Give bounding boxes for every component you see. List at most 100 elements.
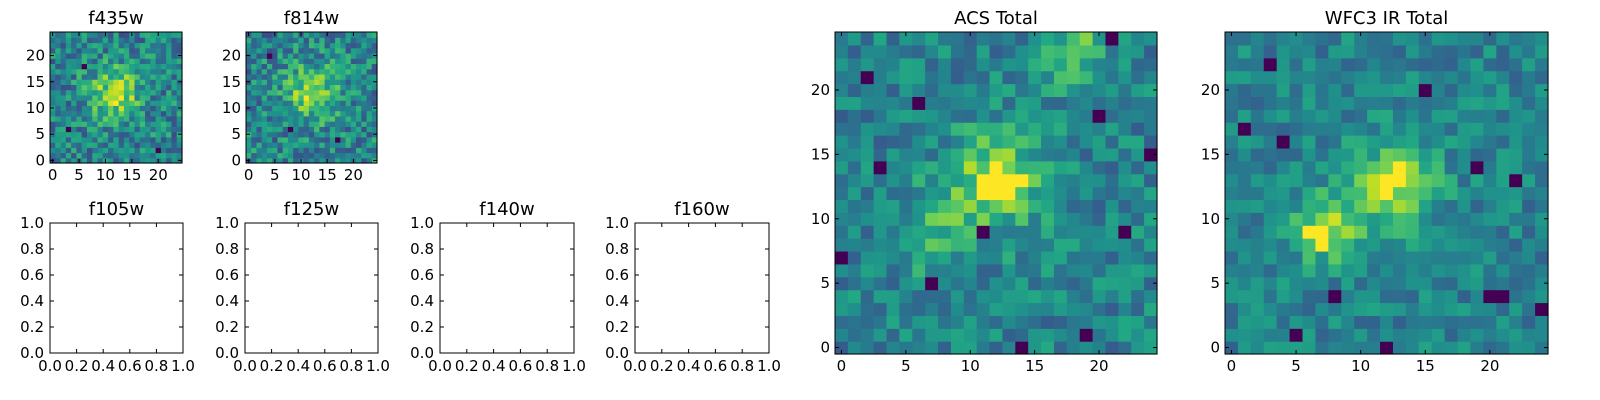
heatmap-cell-f814w [256, 52, 263, 59]
heatmap-cell-acs-total [950, 302, 965, 316]
ytick-label-f814w: 0 [231, 151, 241, 169]
heatmap-cell-wfc3-ir-total [1522, 135, 1536, 149]
heatmap-cell-wfc3-ir-total [1276, 173, 1291, 188]
heatmap-cell-f435w [113, 52, 120, 59]
heatmap-cell-acs-total [989, 302, 1004, 316]
heatmap-cell-f435w [55, 131, 62, 138]
heatmap-cell-wfc3-ir-total [1535, 160, 1549, 175]
heatmap-cell-wfc3-ir-total [1263, 173, 1278, 188]
heatmap-cell-acs-total [1066, 302, 1081, 316]
heatmap-cell-f814w [324, 68, 331, 75]
title-f160w: f160w [674, 199, 729, 220]
heatmap-cell-wfc3-ir-total [1535, 109, 1549, 123]
heatmap-cell-wfc3-ir-total [1392, 276, 1407, 291]
heatmap-cell-f435w [108, 110, 114, 117]
heatmap-cell-f435w [65, 157, 72, 164]
heatmap-cell-f814w [335, 89, 341, 96]
heatmap-cell-wfc3-ir-total [1328, 341, 1342, 355]
heatmap-cell-f435w [108, 142, 114, 148]
heatmap-cell-f435w [71, 63, 77, 70]
heatmap-cell-f435w [118, 94, 125, 101]
heatmap-cell-wfc3-ir-total [1315, 96, 1329, 110]
heatmap-cell-wfc3-ir-total [1354, 199, 1368, 213]
heatmap-cell-f435w [60, 89, 67, 96]
heatmap-cell-f814w [340, 147, 347, 154]
heatmap-cell-f435w [55, 58, 62, 65]
heatmap-cell-f435w [65, 115, 72, 122]
heatmap-cell-f435w [81, 157, 88, 164]
xticks-acs-total: 0 5 10 15 20 [837, 32, 1109, 375]
heatmap-cell-f814w [287, 58, 294, 65]
heatmap-cell-acs-total [912, 289, 926, 304]
heatmap-cell-wfc3-ir-total [1431, 147, 1446, 162]
ytick-label-f140w: 0.0 [410, 344, 434, 362]
heatmap-cell-wfc3-ir-total [1535, 212, 1549, 226]
heatmap-cell-f814w [246, 84, 252, 91]
heatmap-cell-acs-total [1118, 199, 1132, 213]
heatmap-cell-f814w [266, 147, 273, 154]
heatmap-cell-f814w [340, 37, 347, 44]
heatmap-cell-wfc3-ir-total [1470, 160, 1484, 175]
heatmap-cell-f435w [113, 79, 120, 85]
heatmap-cell-f814w [371, 100, 378, 106]
heatmap-cell-f814w [356, 52, 362, 59]
heatmap-cell-f435w [113, 121, 120, 127]
heatmap-cell-wfc3-ir-total [1354, 263, 1368, 278]
heatmap-cell-wfc3-ir-total [1276, 341, 1291, 355]
heatmap-cell-acs-total [1015, 44, 1029, 59]
heatmap-cell-f435w [150, 42, 157, 49]
heatmap-cell-wfc3-ir-total [1457, 250, 1472, 265]
heatmap-cell-f814w [356, 115, 362, 122]
heatmap-cell-acs-total [886, 32, 900, 46]
heatmap-cell-wfc3-ir-total [1380, 250, 1394, 265]
heatmap-cell-wfc3-ir-total [1522, 289, 1536, 304]
title-f435w: f435w [88, 8, 143, 29]
heatmap-cell-acs-total [950, 135, 965, 149]
heatmap-cell-wfc3-ir-total [1470, 199, 1484, 213]
heatmap-cell-wfc3-ir-total [1341, 186, 1355, 201]
ytick-label-f105w: 0.8 [20, 240, 44, 258]
heatmap-cell-wfc3-ir-total [1367, 160, 1381, 175]
heatmap-cell-f435w [155, 100, 162, 106]
heatmap-cell-f435w [166, 52, 173, 59]
heatmap-cell-f814w [282, 142, 289, 148]
xtick-label-f435w: 0 [48, 166, 58, 184]
heatmap-cell-f814w [282, 84, 289, 91]
heatmap-cell-acs-total [886, 147, 900, 162]
axes-frame-f125w [244, 222, 379, 354]
heatmap-cell-f435w [102, 94, 109, 101]
heatmap-cell-acs-total [886, 135, 900, 149]
heatmap-cell-f435w [129, 131, 136, 138]
heatmap-cell-acs-total [1053, 315, 1068, 329]
heatmap-cell-wfc3-ir-total [1444, 160, 1459, 175]
heatmap-cell-wfc3-ir-total [1302, 276, 1317, 291]
heatmap-cell-wfc3-ir-total [1225, 44, 1239, 59]
heatmap-cell-f814w [287, 32, 294, 38]
heatmap-cell-acs-total [1053, 289, 1068, 304]
heatmap-cell-acs-total [963, 147, 978, 162]
heatmap-cell-wfc3-ir-total [1509, 250, 1523, 265]
heatmap-cell-wfc3-ir-total [1392, 238, 1407, 252]
heatmap-cell-f435w [129, 142, 136, 148]
heatmap-cell-acs-total [938, 341, 952, 355]
heatmap-cell-f814w [277, 136, 284, 143]
heatmap-cell-wfc3-ir-total [1522, 109, 1536, 123]
heatmap-cell-f435w [60, 147, 67, 154]
heatmap-cell-f435w [50, 73, 56, 80]
heatmap-cell-f435w [160, 100, 167, 106]
heatmap-cell-acs-total [1002, 96, 1016, 110]
heatmap-cell-f435w [118, 42, 125, 49]
heatmap-cell-f435w [60, 37, 67, 44]
heatmap-cell-acs-total [886, 328, 900, 342]
heatmap-cell-acs-total [1053, 96, 1068, 110]
xtick-label-f160w: 1.0 [757, 357, 781, 375]
heatmap-cell-f814w [287, 52, 294, 59]
heatmap-cell-acs-total [1092, 289, 1107, 304]
heatmap-cell-f814w [251, 94, 258, 101]
heatmap-cell-acs-total [925, 57, 939, 72]
heatmap-cell-acs-total [873, 109, 888, 123]
heatmap-cell-f814w [272, 73, 279, 80]
heatmap-cell-wfc3-ir-total [1315, 238, 1329, 252]
heatmap-cell-f435w [145, 152, 151, 159]
heatmap-cell-f814w [261, 84, 268, 91]
